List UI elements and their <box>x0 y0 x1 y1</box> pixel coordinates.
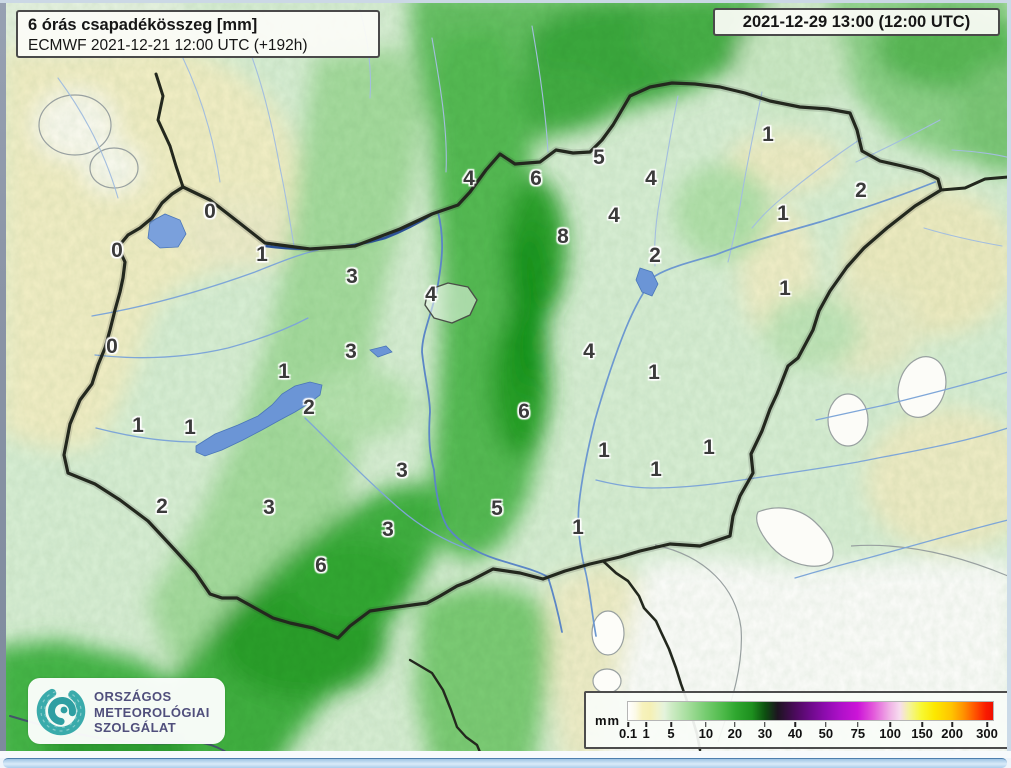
legend-tick <box>825 722 827 727</box>
minor-rivers <box>57 9 1011 267</box>
lakes-layer <box>147 213 659 457</box>
window-frame-top <box>0 0 1011 3</box>
legend-tick <box>951 722 953 727</box>
hungary-border <box>62 81 943 640</box>
omsz-logo-text: ORSZÁGOS METEOROLÓGIAI SZOLGÁLAT <box>94 689 210 736</box>
logo-line-2: METEOROLÓGIAI <box>94 704 210 720</box>
horizontal-scrollbar[interactable] <box>0 758 1011 768</box>
legend-tick <box>986 722 988 727</box>
legend-tick <box>645 722 647 727</box>
legend-tick <box>857 722 859 727</box>
legend-tick <box>764 722 766 727</box>
legend-tick <box>705 722 707 727</box>
legend-tick-label: 40 <box>787 726 803 741</box>
legend-tick-label: 100 <box>879 726 901 741</box>
window-frame-left <box>0 0 6 753</box>
legend-tick-label: 300 <box>976 726 998 741</box>
lake-tisza <box>635 267 659 297</box>
map-title: 6 órás csapadékösszeg [mm] <box>28 16 258 34</box>
rivers-layer <box>9 9 1011 763</box>
legend-tick-label: 50 <box>818 726 834 741</box>
legend-tick-label: 0.1 <box>619 726 638 741</box>
legend-tick-label: 1 <box>642 726 650 741</box>
legend-tick <box>627 722 629 727</box>
valid-time: 2021-12-29 13:00 (12:00 UTC) <box>742 13 971 31</box>
precip-zero-contours <box>38 94 1009 743</box>
logo-line-3: SZOLGÁLAT <box>94 720 177 735</box>
lake-ferto <box>147 213 187 249</box>
map-title-box: 6 órás csapadékösszeg [mm] ECMWF 2021-12… <box>16 10 380 58</box>
omsz-swirl-icon <box>36 686 86 736</box>
legend-tick-label: 200 <box>941 726 964 741</box>
legend-tick-label: 20 <box>727 726 743 741</box>
legend-unit-label: mm <box>595 713 621 728</box>
window-frame-right <box>1007 0 1011 753</box>
legend-gradient-bar <box>627 701 994 721</box>
legend-tick-label: 30 <box>757 726 773 741</box>
legend-tick <box>670 722 672 727</box>
legend-tick <box>889 722 891 727</box>
model-run-info: ECMWF 2021-12-21 12:00 UTC (+192h) <box>28 37 308 54</box>
valid-time-box: 2021-12-29 13:00 (12:00 UTC) <box>713 8 1000 36</box>
tributary-rivers <box>91 249 1009 579</box>
legend-tick-label: 75 <box>850 726 866 741</box>
budapest-outline <box>424 282 478 324</box>
tisza-river <box>577 181 936 637</box>
logo-line-1: ORSZÁGOS <box>94 689 172 704</box>
window-frame-bottom <box>0 751 1011 758</box>
lake-balaton <box>195 381 323 457</box>
southern-border-segment <box>408 658 484 759</box>
austria-slovakia-border <box>154 72 185 189</box>
color-scale-legend: mm 0.1 1 5 10 20 30 40 50 75 100 150 200 300 <box>584 691 1010 749</box>
borders-layer <box>60 72 1010 759</box>
scrollbar-thumb[interactable] <box>3 758 1007 768</box>
legend-tick <box>734 722 736 727</box>
legend-tick-label: 150 <box>911 726 933 741</box>
legend-tick <box>794 722 796 727</box>
omsz-logo: ORSZÁGOS METEOROLÓGIAI SZOLGÁLAT <box>28 678 225 744</box>
lake-velence <box>369 345 393 358</box>
legend-tick <box>921 722 923 727</box>
ukraine-border-segment <box>939 175 1010 192</box>
legend-tick-label: 5 <box>667 726 675 741</box>
legend-tick-label: 10 <box>698 726 714 741</box>
